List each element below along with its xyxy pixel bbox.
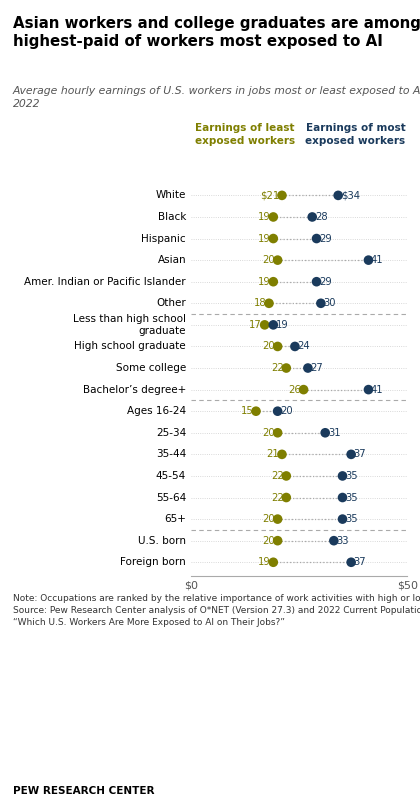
Text: $34: $34 <box>341 190 360 201</box>
Text: Foreign born: Foreign born <box>120 557 186 567</box>
Text: 27: 27 <box>310 363 323 373</box>
Point <box>270 318 277 331</box>
Point <box>365 254 372 267</box>
Text: 17: 17 <box>249 320 262 330</box>
Point <box>278 448 285 461</box>
Text: 20: 20 <box>262 536 275 546</box>
Text: 41: 41 <box>371 384 384 395</box>
Text: 21: 21 <box>267 450 279 459</box>
Point <box>331 534 337 547</box>
Point <box>300 383 307 396</box>
Point <box>291 340 298 353</box>
Point <box>274 426 281 439</box>
Text: 37: 37 <box>354 557 366 567</box>
Text: Amer. Indian or Pacific Islander: Amer. Indian or Pacific Islander <box>24 276 186 287</box>
Text: Earnings of most
exposed workers: Earnings of most exposed workers <box>305 123 406 146</box>
Text: 41: 41 <box>371 256 384 265</box>
Text: U.S. born: U.S. born <box>138 536 186 546</box>
Text: 20: 20 <box>262 342 275 351</box>
Text: 35: 35 <box>345 471 358 481</box>
Point <box>322 426 328 439</box>
Text: 19: 19 <box>258 212 271 222</box>
Text: Some college: Some college <box>116 363 186 373</box>
Point <box>318 297 324 310</box>
Point <box>335 189 341 202</box>
Text: 35-44: 35-44 <box>156 450 186 459</box>
Text: Bachelor’s degree+: Bachelor’s degree+ <box>83 384 186 395</box>
Point <box>339 469 346 482</box>
Point <box>348 556 354 569</box>
Point <box>270 556 277 569</box>
Text: Asian: Asian <box>158 256 186 265</box>
Text: 20: 20 <box>262 256 275 265</box>
Text: 22: 22 <box>271 471 284 481</box>
Text: 26: 26 <box>288 384 301 395</box>
Point <box>283 491 290 504</box>
Text: 20: 20 <box>280 406 293 416</box>
Text: 19: 19 <box>258 234 271 243</box>
Point <box>274 405 281 418</box>
Point <box>274 340 281 353</box>
Text: Average hourly earnings of U.S. workers in jobs most or least exposed to AI,
202: Average hourly earnings of U.S. workers … <box>13 86 420 109</box>
Text: 29: 29 <box>319 234 332 243</box>
Point <box>309 210 315 223</box>
Text: Hispanic: Hispanic <box>142 234 186 243</box>
Text: Black: Black <box>158 212 186 222</box>
Point <box>274 534 281 547</box>
Point <box>283 469 290 482</box>
Point <box>339 491 346 504</box>
Point <box>278 189 285 202</box>
Text: High school graduate: High school graduate <box>74 342 186 351</box>
Text: 28: 28 <box>315 212 328 222</box>
Point <box>365 383 372 396</box>
Text: 18: 18 <box>254 298 266 308</box>
Point <box>304 362 311 375</box>
Point <box>270 232 277 245</box>
Text: 35: 35 <box>345 514 358 524</box>
Text: Other: Other <box>156 298 186 308</box>
Point <box>274 254 281 267</box>
Point <box>348 448 354 461</box>
Text: 65+: 65+ <box>164 514 186 524</box>
Text: 20: 20 <box>262 428 275 438</box>
Point <box>253 405 260 418</box>
Text: White: White <box>156 190 186 201</box>
Point <box>283 362 290 375</box>
Text: 15: 15 <box>241 406 253 416</box>
Point <box>313 232 320 245</box>
Point <box>270 210 277 223</box>
Text: 35: 35 <box>345 492 358 502</box>
Text: 33: 33 <box>336 536 349 546</box>
Point <box>265 297 272 310</box>
Text: Asian workers and college graduates are among the
highest-paid of workers most e: Asian workers and college graduates are … <box>13 16 420 49</box>
Text: 19: 19 <box>276 320 289 330</box>
Point <box>270 276 277 289</box>
Text: Note: Occupations are ranked by the relative importance of work activities with : Note: Occupations are ranked by the rela… <box>13 594 420 627</box>
Point <box>274 513 281 526</box>
Text: Less than high school
graduate: Less than high school graduate <box>73 314 186 335</box>
Text: 31: 31 <box>328 428 341 438</box>
Text: 45-54: 45-54 <box>156 471 186 481</box>
Text: Earnings of least
exposed workers: Earnings of least exposed workers <box>195 123 295 146</box>
Text: Ages 16-24: Ages 16-24 <box>127 406 186 416</box>
Text: 29: 29 <box>319 276 332 287</box>
Text: 22: 22 <box>271 363 284 373</box>
Text: 19: 19 <box>258 276 271 287</box>
Text: 24: 24 <box>297 342 310 351</box>
Text: 20: 20 <box>262 514 275 524</box>
Text: 25-34: 25-34 <box>156 428 186 438</box>
Text: 22: 22 <box>271 492 284 502</box>
Text: 19: 19 <box>258 557 271 567</box>
Text: 30: 30 <box>323 298 336 308</box>
Text: $21: $21 <box>260 190 279 201</box>
Point <box>313 276 320 289</box>
Text: 37: 37 <box>354 450 366 459</box>
Text: 55-64: 55-64 <box>156 492 186 502</box>
Text: PEW RESEARCH CENTER: PEW RESEARCH CENTER <box>13 786 154 796</box>
Point <box>339 513 346 526</box>
Point <box>261 318 268 331</box>
